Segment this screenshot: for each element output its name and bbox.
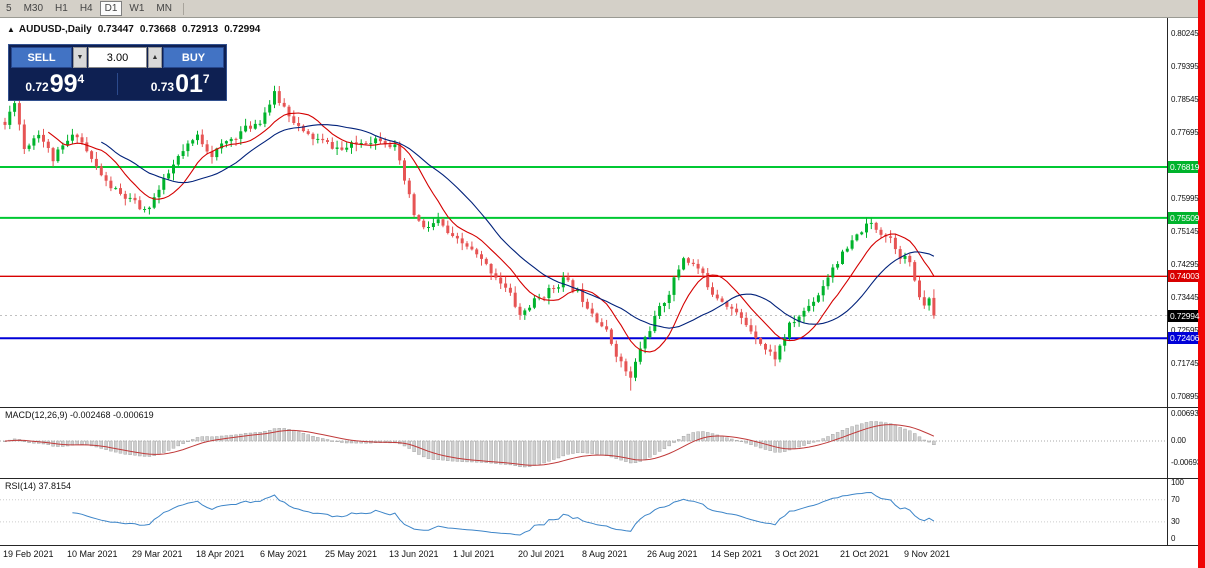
sell-price-pip-digit: 4 xyxy=(77,71,85,86)
price-axis-tick: 0.74295 xyxy=(1171,260,1199,269)
price-divider xyxy=(116,73,118,95)
price-axis-tick: 0.72595 xyxy=(1171,326,1199,335)
toolbar-separator xyxy=(182,2,184,15)
low-value: 0.72913 xyxy=(182,24,219,35)
volume-decrease-button[interactable]: ▼ xyxy=(73,47,87,68)
price-level-label: 0.74003 xyxy=(1168,270,1200,282)
price-axis-tick: 0.70895 xyxy=(1171,392,1199,401)
macd-axis-max: 0.006936 xyxy=(1171,409,1203,418)
axis-separator xyxy=(1167,18,1168,545)
date-axis-label: 3 Oct 2021 xyxy=(775,549,820,559)
candlestick-chart[interactable] xyxy=(0,18,1168,407)
price-axis-tick: 0.75995 xyxy=(1171,194,1199,203)
date-axis-label: 8 Aug 2021 xyxy=(582,549,628,559)
macd-indicator-panel: MACD(12,26,9) -0.002468 -0.000619 xyxy=(0,408,1168,478)
price-level-label: 0.72994 xyxy=(1168,310,1200,322)
date-axis-label: 13 Jun 2021 xyxy=(389,549,439,559)
date-axis-label: 1 Jul 2021 xyxy=(453,549,495,559)
rsi-label: RSI(14) 37.8154 xyxy=(5,481,72,491)
date-axis-label: 19 Feb 2021 xyxy=(3,549,54,559)
rsi-axis-70: 70 xyxy=(1171,495,1180,504)
rsi-axis-100: 100 xyxy=(1171,478,1184,487)
chart-header: ▲ AUDUSD-,Daily 0.73447 0.73668 0.72913 0.729… xyxy=(7,24,260,35)
price-axis-tick: 0.79395 xyxy=(1171,62,1199,71)
buy-price-prefix: 0.73 xyxy=(150,79,175,94)
price-axis-tick: 0.75145 xyxy=(1171,227,1199,236)
date-axis-label: 26 Aug 2021 xyxy=(647,549,698,559)
macd-label: MACD(12,26,9) -0.002468 -0.000619 xyxy=(5,410,154,420)
price-level-label: 0.75509 xyxy=(1168,212,1200,224)
date-axis: 19 Feb 2021 10 Mar 2021 29 Mar 2021 18 Apr … xyxy=(0,546,1168,568)
volume-increase-button[interactable]: ▲ xyxy=(148,47,162,68)
price-level-label: 0.72406 xyxy=(1168,332,1200,344)
window-edge-strip xyxy=(1198,0,1205,568)
sell-price: 0.72 99 4 xyxy=(25,69,85,98)
sell-price-prefix: 0.72 xyxy=(25,79,49,94)
date-axis-label: 6 May 2021 xyxy=(260,549,308,559)
close-value: 0.72994 xyxy=(224,24,261,35)
price-level-label: 0.76819 xyxy=(1168,161,1200,173)
open-value: 0.73447 xyxy=(97,24,134,35)
date-axis-label: 18 Apr 2021 xyxy=(196,549,245,559)
buy-button[interactable]: BUY xyxy=(163,47,224,68)
timeframe-button-5[interactable]: 5 xyxy=(1,1,17,16)
sell-price-big-digits: 99 xyxy=(49,69,78,98)
date-axis-label: 21 Oct 2021 xyxy=(840,549,890,559)
date-axis-label: 29 Mar 2021 xyxy=(132,549,183,559)
timeframe-button-m30[interactable]: M30 xyxy=(19,1,48,16)
timeframe-button-w1[interactable]: W1 xyxy=(124,1,149,16)
rsi-chart[interactable] xyxy=(0,479,1168,545)
panel-separator[interactable] xyxy=(0,545,1198,546)
sell-button[interactable]: SELL xyxy=(11,47,72,68)
rsi-axis-0: 0 xyxy=(1171,534,1176,543)
macd-chart[interactable] xyxy=(0,408,1168,478)
price-chart-panel: ▲ AUDUSD-,Daily 0.73447 0.73668 0.72913 0.729… xyxy=(0,18,1168,407)
date-axis-label: 25 May 2021 xyxy=(325,549,378,559)
macd-axis-min: -0.006936 xyxy=(1171,458,1205,467)
symbol-label: AUDUSD-,Daily xyxy=(18,24,92,35)
buy-price-pip-digit: 7 xyxy=(202,71,210,86)
timeframe-button-h1[interactable]: H1 xyxy=(50,1,73,16)
price-axis-tick: 0.73445 xyxy=(1171,293,1199,302)
date-axis-label: 14 Sep 2021 xyxy=(711,549,763,559)
date-axis-label: 9 Nov 2021 xyxy=(904,549,951,559)
panel-separator[interactable] xyxy=(0,478,1198,479)
price-axis-tick: 0.80245 xyxy=(1171,29,1199,38)
date-axis-label: 20 Jul 2021 xyxy=(518,549,565,559)
rsi-axis-30: 30 xyxy=(1171,517,1180,526)
timeframe-button-mn[interactable]: MN xyxy=(151,1,177,16)
price-axis-tick: 0.71745 xyxy=(1171,359,1199,368)
timeframe-button-h4[interactable]: H4 xyxy=(75,1,98,16)
macd-axis-zero: 0.00 xyxy=(1171,436,1186,445)
timeframe-toolbar: 5 M30 H1 H4 D1 W1 MN xyxy=(0,0,1198,18)
panel-separator[interactable] xyxy=(0,407,1198,408)
price-axis-tick: 0.78545 xyxy=(1171,95,1199,104)
date-axis-label: 10 Mar 2021 xyxy=(67,549,118,559)
buy-price-big-digits: 01 xyxy=(175,69,203,98)
rsi-indicator-panel: RSI(14) 37.8154 xyxy=(0,479,1168,545)
buy-price: 0.73 01 7 xyxy=(150,69,210,98)
high-value: 0.73668 xyxy=(139,24,177,35)
timeframe-button-d1[interactable]: D1 xyxy=(99,1,123,16)
trade-panel-collapse-icon[interactable]: ▲ xyxy=(7,25,15,34)
price-axis: 0.006936 0.00 -0.006936 100 70 30 0 0.80… xyxy=(1168,18,1205,568)
price-axis-tick: 0.77695 xyxy=(1171,128,1199,137)
volume-input[interactable] xyxy=(88,47,147,68)
